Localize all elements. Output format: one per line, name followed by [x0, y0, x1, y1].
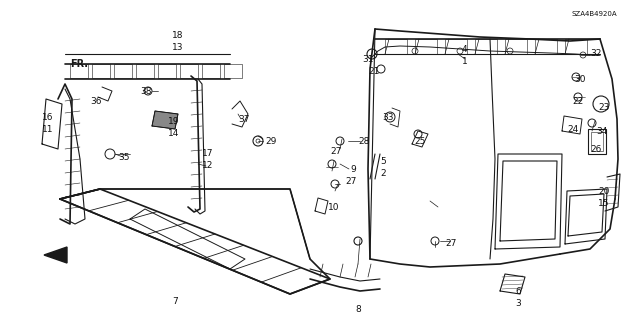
Bar: [591, 132, 603, 151]
Bar: [92, 64, 110, 78]
Text: 15: 15: [598, 199, 609, 209]
Text: 22: 22: [572, 97, 583, 106]
Text: 3: 3: [515, 300, 521, 308]
Text: 20: 20: [598, 188, 609, 197]
Text: 6: 6: [515, 287, 521, 296]
Text: 17: 17: [202, 150, 214, 159]
Text: 30: 30: [574, 75, 586, 84]
Text: 16: 16: [42, 113, 54, 122]
Bar: [202, 64, 220, 78]
Text: 9: 9: [350, 165, 356, 174]
Text: 33: 33: [382, 113, 394, 122]
Polygon shape: [152, 111, 178, 129]
Text: SZA4B4920A: SZA4B4920A: [572, 11, 618, 17]
Text: 4: 4: [462, 44, 468, 54]
Text: 8: 8: [355, 305, 361, 314]
Bar: [535, 39, 557, 54]
Text: 25: 25: [414, 137, 426, 145]
Text: 1: 1: [462, 56, 468, 65]
Text: 38: 38: [140, 86, 152, 95]
Bar: [475, 39, 497, 54]
Text: 36: 36: [90, 97, 102, 106]
Text: 18: 18: [172, 31, 184, 40]
Text: 14: 14: [168, 130, 179, 138]
Text: 21: 21: [368, 66, 380, 76]
Text: 10: 10: [328, 203, 339, 211]
Text: FR.: FR.: [70, 59, 88, 69]
Text: 29: 29: [265, 137, 276, 145]
Bar: [136, 64, 154, 78]
Bar: [70, 64, 88, 78]
Text: 27: 27: [330, 147, 341, 157]
Text: 2: 2: [380, 169, 386, 179]
Text: 23: 23: [598, 102, 609, 112]
Bar: [114, 64, 132, 78]
Bar: [385, 39, 407, 54]
Bar: [565, 39, 587, 54]
Polygon shape: [44, 247, 67, 263]
Bar: [445, 39, 467, 54]
Text: 27: 27: [445, 240, 456, 249]
Text: 31: 31: [362, 55, 374, 63]
Text: 13: 13: [172, 42, 184, 51]
Text: 34: 34: [596, 127, 607, 136]
Bar: [158, 64, 176, 78]
Text: 5: 5: [380, 158, 386, 167]
Text: 7: 7: [172, 296, 178, 306]
Bar: [224, 64, 242, 78]
Text: 37: 37: [238, 115, 250, 123]
Text: 32: 32: [590, 49, 602, 58]
Bar: [588, 129, 606, 154]
Text: 27: 27: [345, 176, 356, 186]
Text: 35: 35: [118, 152, 129, 161]
Bar: [505, 39, 527, 54]
Text: 28: 28: [358, 137, 369, 145]
Text: 12: 12: [202, 161, 213, 170]
Text: 24: 24: [567, 124, 579, 133]
Text: 26: 26: [590, 145, 602, 153]
Text: 11: 11: [42, 124, 54, 133]
Bar: [415, 39, 437, 54]
Bar: [180, 64, 198, 78]
Text: 19: 19: [168, 117, 179, 127]
